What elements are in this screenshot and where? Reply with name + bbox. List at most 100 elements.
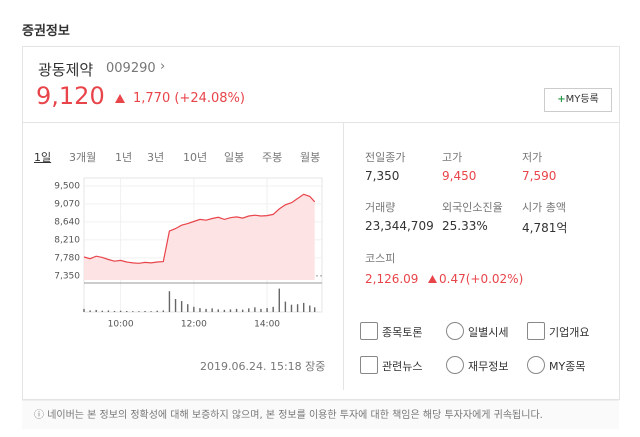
x-tick-label: 10:00	[108, 320, 134, 330]
tab[interactable]: 3개월	[69, 151, 97, 164]
link[interactable]: 재무정보	[468, 360, 509, 373]
volume-bar	[235, 308, 238, 312]
tab[interactable]: 1년	[115, 151, 133, 164]
y-tick-label: 7,780	[54, 253, 80, 263]
volume-bar	[199, 308, 201, 312]
info-value: 7,350	[365, 169, 400, 183]
y-tick-label: 8,210	[54, 235, 80, 245]
timestamp: 2019.06.24. 15:18 장중	[200, 360, 326, 373]
stock-code: 009290	[106, 61, 156, 76]
x-tick-label: 14:00	[254, 320, 280, 330]
my-button-label: MY등록	[565, 94, 599, 105]
volume-bar	[229, 309, 232, 312]
tab[interactable]: 일봉	[224, 151, 245, 164]
volume-bar	[119, 310, 122, 312]
link[interactable]: 관련뉴스	[382, 360, 423, 373]
my-button[interactable]: +MY등록	[544, 88, 612, 112]
volume-bar	[107, 310, 110, 312]
volume-bar	[272, 306, 274, 312]
info-label: 전일종가	[365, 151, 406, 164]
info-label: 외국인소진율	[442, 201, 503, 214]
divider	[22, 122, 619, 123]
link[interactable]: 종목토론	[382, 326, 423, 339]
y-tick-label: 7,350	[54, 271, 80, 281]
info-value: 9,450	[442, 169, 477, 183]
x-tick-label: 12:00	[181, 320, 207, 330]
volume-bar	[101, 310, 104, 312]
volume-bar	[223, 309, 226, 312]
volume-bar	[290, 304, 293, 312]
tab[interactable]: 월봉	[300, 151, 321, 164]
volume-bar	[95, 309, 97, 312]
info-value: 25.33%	[442, 219, 488, 233]
tab[interactable]: 10년	[183, 151, 208, 164]
price-line	[83, 193, 316, 264]
volume-bar	[89, 310, 91, 312]
footer: ⓘ 네이버는 본 정보의 정확성에 대해 보증하지 않으며, 본 정보를 이용한…	[34, 410, 543, 421]
up-icon	[428, 275, 437, 283]
chart: 9,500 9,070 8,640 8,210 7,780 7,350 10:00 12:00…	[54, 177, 323, 330]
link-icon	[446, 322, 464, 340]
tab[interactable]: 3년	[147, 151, 165, 164]
volume-bar	[150, 311, 152, 312]
link-icon	[527, 356, 545, 374]
info-label: 거래량	[365, 201, 396, 214]
volume-bar	[132, 311, 134, 312]
volume-bar	[309, 305, 311, 312]
volume-bar	[193, 306, 195, 312]
volume-bar	[138, 311, 140, 312]
change-pct: (+24.08%)	[174, 91, 245, 106]
link-icon	[360, 356, 378, 374]
arrow: ›	[160, 59, 166, 74]
link-icon	[446, 356, 464, 374]
volume-bar	[168, 291, 171, 312]
info-value: 4,781억	[522, 221, 568, 235]
volume-bar	[217, 309, 219, 312]
volume-bar	[302, 302, 305, 312]
y-tick-label: 9,070	[54, 199, 80, 209]
volume-bar	[241, 309, 244, 312]
change: 1,770 (+24.08%)	[133, 91, 245, 106]
divider	[343, 122, 344, 390]
link[interactable]: 일별시세	[468, 326, 509, 339]
volume-bar	[211, 308, 213, 312]
volume-bar	[284, 301, 287, 312]
volume-bar	[156, 310, 158, 312]
index-label: 코스피	[365, 252, 396, 265]
change-value: 1,770	[133, 91, 171, 106]
up-icon	[115, 94, 125, 103]
stock-name[interactable]: 광동제약	[38, 61, 94, 79]
info-label: 저가	[522, 151, 543, 164]
index-value: 2,126.09	[365, 272, 419, 286]
info-value: 7,590	[522, 169, 557, 183]
volume-bar	[266, 308, 268, 312]
volume-bar	[113, 310, 116, 312]
link-icon	[527, 322, 545, 340]
volume-bar	[126, 310, 128, 312]
volume-bar	[174, 299, 177, 312]
link[interactable]: 기업개요	[549, 326, 590, 339]
tab[interactable]: 주봉	[262, 151, 283, 164]
y-tick-label: 8,640	[54, 217, 80, 227]
header-title: 증권정보	[22, 24, 70, 39]
volume-bar	[162, 310, 165, 312]
volume-bar	[187, 304, 189, 312]
y-tick-label: 9,500	[54, 181, 80, 191]
index-change: 0.47(+0.02%)	[439, 272, 524, 286]
volume-bar	[248, 308, 250, 312]
footer-text: 네이버는 본 정보의 정확성에 대해 보증하지 않으며, 본 정보를 이용한 투…	[47, 410, 543, 421]
volume-bar	[313, 307, 316, 312]
tab[interactable]: 1일	[34, 151, 52, 164]
footer-bar	[22, 400, 619, 429]
info-label: 고가	[442, 151, 463, 164]
volume-bar	[296, 304, 299, 312]
panel	[22, 46, 620, 400]
volume-bar	[144, 310, 146, 312]
volume-bar	[260, 308, 262, 312]
price: 9,120	[36, 82, 105, 110]
link-icon	[360, 322, 378, 340]
link[interactable]: MY종목	[549, 360, 586, 373]
info-value: 23,344,709	[365, 219, 434, 233]
volume-bar	[83, 308, 85, 312]
